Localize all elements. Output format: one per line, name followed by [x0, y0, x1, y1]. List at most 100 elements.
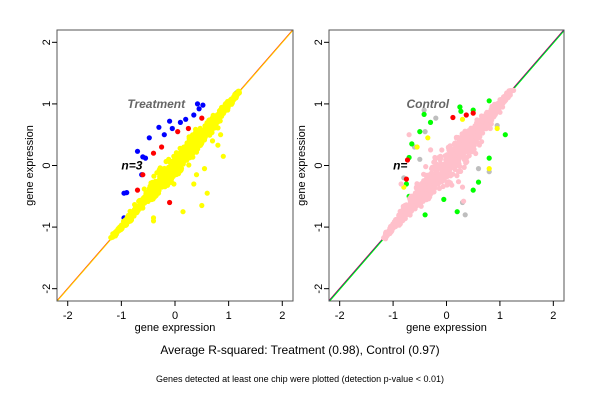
point-cloud [457, 152, 463, 158]
point-cloud [459, 143, 465, 149]
point-cloud [401, 216, 407, 222]
point-cloud [455, 168, 462, 175]
point-cloud [421, 183, 427, 189]
sample-count-annotation: n=3 [121, 159, 142, 173]
point-green [454, 209, 460, 215]
point-cloud [163, 169, 169, 175]
point-red [450, 114, 456, 121]
point-cloud [191, 135, 197, 141]
point-cloud [186, 162, 192, 168]
point-gray [422, 129, 428, 135]
point-cloud [231, 93, 237, 99]
point-cloud [418, 191, 424, 197]
point-cloud [403, 211, 409, 217]
point-green [470, 187, 476, 193]
point-pink [398, 181, 404, 187]
point-cloud [126, 218, 132, 225]
point-red [403, 176, 409, 182]
point-cloud [459, 131, 465, 137]
point-green [502, 132, 508, 138]
point-yellow [193, 172, 200, 178]
y-tick-label: 0 [41, 162, 53, 168]
y-tick-label: 1 [313, 101, 325, 107]
point-yellow [180, 209, 186, 215]
point-yellow [486, 166, 492, 172]
point-cloud [215, 125, 221, 131]
point-cloud [410, 203, 416, 209]
point-cloud [148, 180, 154, 186]
point-blue [169, 125, 175, 132]
point-cloud [181, 154, 187, 160]
point-cloud [388, 223, 394, 230]
point-cloud [190, 145, 196, 151]
point-yellow [150, 215, 157, 221]
point-cloud [434, 181, 440, 187]
point-green [417, 129, 423, 135]
point-cloud [186, 146, 192, 152]
point-cloud [449, 149, 455, 155]
point-red [199, 115, 205, 121]
point-cloud [448, 173, 454, 179]
x-tick-label: -2 [63, 310, 73, 322]
x-tick-label: 0 [172, 310, 178, 322]
y-tick-label: -2 [313, 284, 325, 294]
point-cloud [439, 147, 445, 153]
point-yellow [459, 116, 466, 122]
point-cloud [388, 229, 394, 235]
sample-count-annotation: n= [393, 159, 407, 173]
point-cloud [464, 154, 470, 161]
point-cloud [426, 172, 432, 178]
point-cloud [208, 130, 214, 136]
point-cloud [437, 157, 443, 163]
point-cloud [144, 194, 150, 200]
point-yellow [204, 190, 210, 196]
point-blue [177, 119, 183, 125]
point-cloud [454, 173, 460, 179]
point-cloud [431, 189, 437, 195]
point-cloud [426, 178, 432, 184]
point-cloud [193, 149, 200, 155]
point-cloud [175, 166, 181, 172]
point-red [140, 172, 146, 178]
point-cloud [473, 150, 479, 157]
point-cloud [436, 185, 442, 192]
point-pink [406, 132, 412, 138]
y-tick-label: -2 [41, 284, 53, 294]
point-cloud [217, 118, 223, 124]
point-cloud [407, 195, 413, 202]
point-cloud [174, 159, 180, 165]
detection-footnote: Genes detected at least one chip were pl… [156, 374, 444, 384]
point-cloud [193, 126, 199, 132]
point-yellow [215, 142, 221, 148]
point-cloud [447, 155, 453, 161]
point-cloud [225, 102, 231, 109]
point-green [486, 155, 492, 161]
point-blue [196, 106, 202, 112]
y-tick-label: 2 [41, 39, 53, 45]
x-axis-label: gene expression [135, 322, 216, 334]
point-cloud [472, 124, 478, 130]
point-cloud [456, 140, 462, 146]
point-cloud [400, 205, 406, 211]
y-tick-label: 0 [313, 162, 325, 168]
point-red [175, 129, 181, 135]
x-tick-label: -1 [116, 310, 126, 322]
point-blue [124, 190, 130, 196]
point-cloud [235, 89, 241, 95]
plot-area [329, 30, 564, 301]
point-cloud [204, 126, 210, 132]
y-tick-label: -1 [41, 222, 53, 232]
point-cloud [206, 119, 212, 125]
point-cloud [199, 140, 205, 146]
point-blue [161, 132, 167, 138]
point-cloud [210, 125, 216, 131]
point-cloud [148, 186, 154, 192]
point-cloud [469, 134, 475, 140]
point-cloud [495, 101, 502, 107]
point-cloud [168, 174, 174, 180]
point-yellow [201, 166, 208, 172]
point-green [421, 111, 427, 117]
point-yellow [425, 135, 431, 141]
point-red [134, 187, 141, 193]
point-cloud [505, 95, 511, 101]
